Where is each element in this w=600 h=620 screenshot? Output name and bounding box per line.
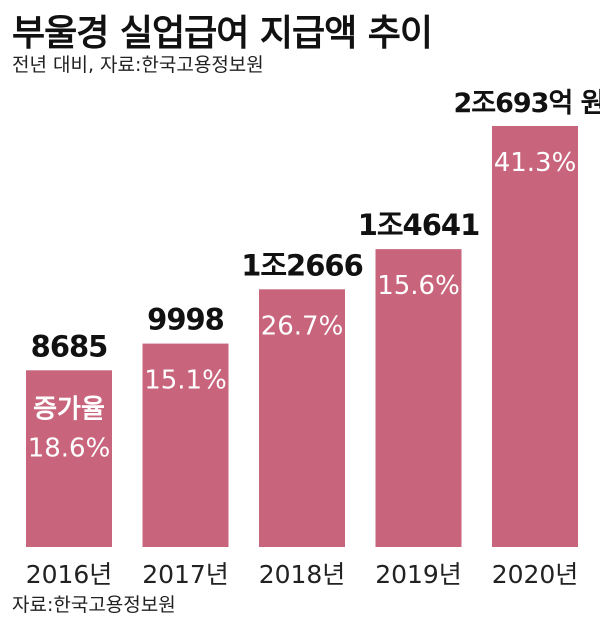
growth-label: 18.6% [28,433,111,463]
bar-2016년 [26,370,112,547]
bar-2017년 [142,343,229,547]
value-label: 2조693억 원 [453,88,600,119]
growth-label: 41.3% [494,148,577,178]
bar-2020년 [492,126,578,547]
bar-2019년 [375,249,462,547]
x-tick-label: 2019년 [375,560,462,589]
growth-label: 15.6% [377,271,460,301]
growth-label: 15.1% [144,366,227,396]
growth-prefix-label: 증가율 [33,394,105,424]
x-tick-label: 2020년 [492,560,579,589]
bar-2018년 [259,289,345,547]
value-label: 8685 [31,329,108,363]
value-label: 9998 [147,303,224,337]
value-label: 1조4641 [358,208,480,242]
chart-source: 자료:한국고용정보원 [12,594,176,616]
x-tick-label: 2017년 [142,560,229,589]
chart-title: 부울경 실업급여 지급액 추이 [12,13,433,54]
x-tick-label: 2018년 [259,560,346,589]
growth-label: 26.7% [261,311,344,341]
chart-subtitle: 전년 대비, 자료:한국고용정보원 [12,54,264,76]
x-tick-label: 2016년 [26,560,113,589]
value-label: 1조2666 [241,248,363,282]
